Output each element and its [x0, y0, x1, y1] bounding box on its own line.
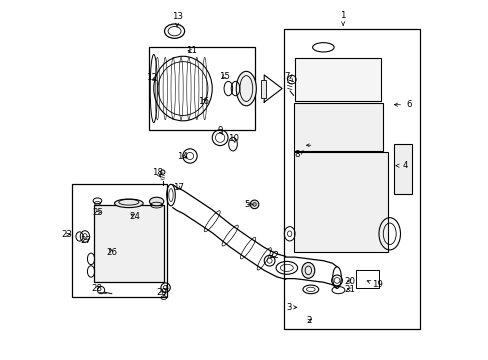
Text: 20: 20 — [344, 276, 355, 285]
Bar — [94, 205, 163, 282]
Text: 17: 17 — [172, 183, 183, 192]
Text: 12: 12 — [145, 73, 157, 82]
Text: 13: 13 — [171, 12, 182, 27]
Bar — [393, 144, 411, 194]
Text: 28: 28 — [91, 284, 102, 293]
Text: 6: 6 — [393, 100, 411, 109]
Text: 3: 3 — [286, 303, 296, 312]
Bar — [294, 58, 380, 101]
Ellipse shape — [160, 170, 164, 174]
Text: 23: 23 — [61, 230, 72, 239]
Text: 15: 15 — [219, 72, 230, 81]
Text: 11: 11 — [185, 46, 197, 55]
Text: 1: 1 — [340, 10, 345, 25]
Text: 18: 18 — [152, 168, 163, 177]
Bar — [293, 152, 387, 252]
Text: 21: 21 — [344, 285, 355, 294]
Text: 25: 25 — [92, 208, 103, 217]
Text: 24: 24 — [129, 212, 141, 221]
Circle shape — [250, 200, 258, 209]
Text: 10: 10 — [228, 134, 239, 143]
Ellipse shape — [301, 262, 314, 278]
Text: 5: 5 — [244, 200, 252, 209]
Text: 22: 22 — [268, 251, 279, 260]
Text: 7: 7 — [284, 72, 293, 82]
Circle shape — [252, 203, 256, 206]
Text: 27: 27 — [81, 237, 91, 246]
Text: 8: 8 — [294, 150, 303, 159]
Bar — [72, 184, 167, 297]
Text: 14: 14 — [177, 152, 188, 161]
Text: 4: 4 — [395, 161, 407, 170]
Bar — [149, 47, 255, 130]
Text: 2: 2 — [305, 316, 311, 325]
Text: 29: 29 — [156, 288, 166, 297]
Text: 9: 9 — [217, 126, 223, 135]
Text: 19: 19 — [366, 280, 382, 289]
Bar — [293, 103, 382, 150]
Ellipse shape — [114, 199, 143, 208]
Ellipse shape — [236, 71, 256, 106]
Bar — [355, 270, 378, 288]
Bar — [260, 80, 265, 98]
Ellipse shape — [149, 197, 163, 206]
Text: 26: 26 — [106, 248, 117, 257]
Text: 16: 16 — [197, 96, 208, 105]
Bar — [284, 30, 419, 329]
